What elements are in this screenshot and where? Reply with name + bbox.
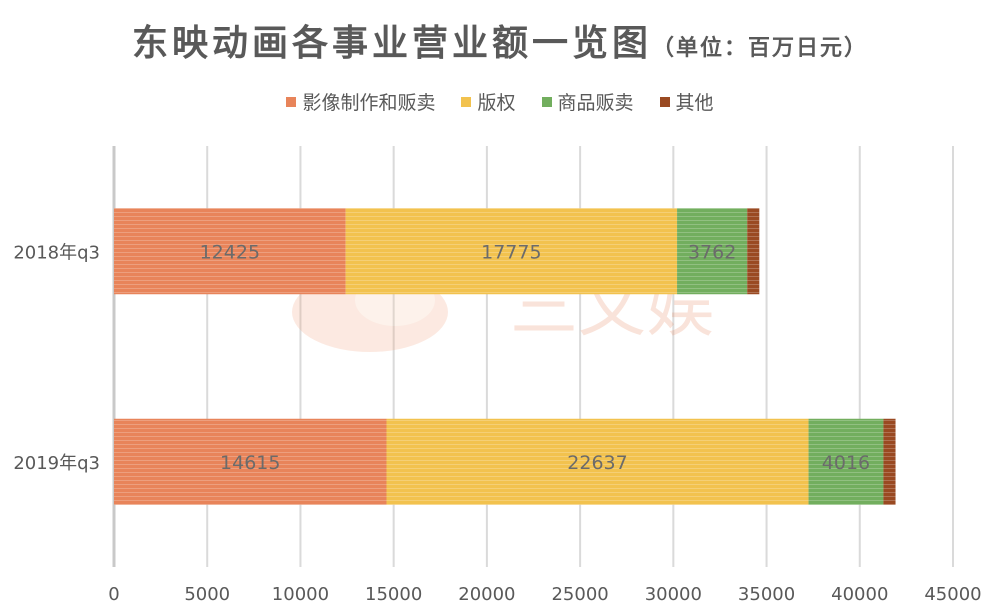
bar-segment-texture bbox=[883, 418, 896, 505]
x-tick-label: 15000 bbox=[365, 584, 422, 605]
legend-swatch bbox=[659, 96, 670, 107]
x-tick-label: 20000 bbox=[458, 584, 515, 605]
x-tick-label: 5000 bbox=[184, 584, 230, 605]
chart-title-main: 东映动画各事业营业额一览图 bbox=[131, 23, 652, 64]
x-tick-label: 30000 bbox=[645, 584, 702, 605]
bar-segment-texture bbox=[114, 208, 346, 295]
legend-item: 其他 bbox=[659, 88, 714, 115]
legend-item: 版权 bbox=[461, 88, 516, 115]
bars: 12425 17775 3762 14615 22637 4016 bbox=[114, 208, 896, 505]
bar-segment-texture bbox=[345, 208, 678, 295]
data-label: 3762 bbox=[688, 241, 736, 263]
legend-swatch bbox=[461, 96, 472, 107]
data-label: 14615 bbox=[220, 452, 280, 474]
bar-segment-texture bbox=[114, 418, 387, 505]
bar-segment-texture bbox=[386, 418, 809, 505]
legend-label: 其他 bbox=[675, 92, 714, 114]
data-label: 17775 bbox=[481, 241, 541, 263]
bar-segment-texture bbox=[808, 418, 884, 505]
chart-legend: 影像制作和贩卖 版权 商品贩卖 其他 bbox=[0, 88, 1000, 115]
legend-label: 商品贩卖 bbox=[557, 92, 634, 114]
legend-label: 影像制作和贩卖 bbox=[302, 92, 436, 114]
x-tick-label: 45000 bbox=[924, 584, 981, 605]
x-tick-label: 25000 bbox=[551, 584, 608, 605]
y-axis-labels: 2018年q3 2019年q3 bbox=[13, 242, 100, 474]
data-label: 22637 bbox=[567, 452, 627, 474]
bar-segment-texture bbox=[747, 208, 760, 295]
legend-label: 版权 bbox=[477, 92, 516, 114]
bar-segment-texture bbox=[677, 208, 748, 295]
legend-item: 商品贩卖 bbox=[541, 88, 634, 115]
x-tick-label: 40000 bbox=[831, 584, 888, 605]
chart-title: 东映动画各事业营业额一览图（单位：百万日元） bbox=[0, 14, 1000, 66]
x-tick-label: 0 bbox=[108, 584, 119, 605]
data-label: 12425 bbox=[200, 241, 260, 263]
legend-swatch bbox=[541, 96, 552, 107]
x-axis-labels: 0 5000 10000 15000 20000 25000 30000 35000 40000… bbox=[108, 584, 981, 605]
x-tick-label: 35000 bbox=[738, 584, 795, 605]
legend-swatch bbox=[286, 96, 297, 107]
x-tick-label: 10000 bbox=[272, 584, 329, 605]
legend-item: 影像制作和贩卖 bbox=[286, 88, 435, 115]
y-category-label: 2018年q3 bbox=[13, 242, 100, 263]
chart-subtitle: （单位：百万日元） bbox=[652, 36, 869, 61]
data-label: 4016 bbox=[822, 452, 870, 474]
y-category-label: 2019年q3 bbox=[13, 453, 100, 474]
